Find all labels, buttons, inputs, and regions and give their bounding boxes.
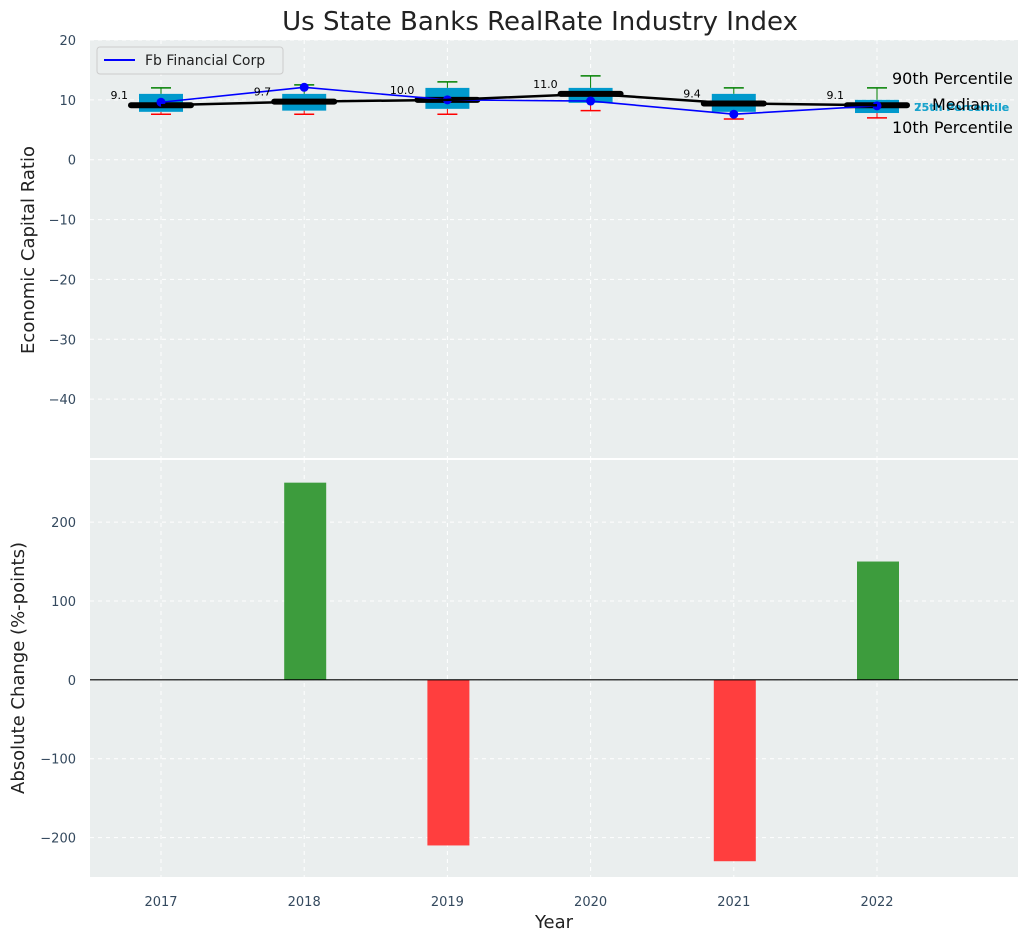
bottom-y-tick-label: −200 xyxy=(40,832,76,847)
company-point xyxy=(729,109,739,119)
change-bar xyxy=(713,679,756,862)
top-y-tick-label: 20 xyxy=(59,34,76,49)
change-bars xyxy=(284,482,899,862)
median-value-label: 11.0 xyxy=(533,78,558,91)
bottom-y-axis-title: Absolute Change (%-points) xyxy=(8,542,29,794)
bottom-y-tick-label: 0 xyxy=(68,674,76,689)
x-ticks: 2017 2018 2019 2020 2021 2022 xyxy=(144,895,893,910)
x-tick-label: 2022 xyxy=(860,895,893,910)
company-line-layer xyxy=(156,82,882,119)
chart-title: Us State Banks RealRate Industry Index xyxy=(282,7,798,37)
x-tick-label: 2017 xyxy=(144,895,177,910)
company-point xyxy=(586,96,596,106)
top-y-tick-label: −20 xyxy=(49,273,76,288)
x-tick-label: 2021 xyxy=(717,895,750,910)
legend: Fb Financial Corp xyxy=(96,46,284,75)
top-y-ticks: 20 10 0 −10 −20 −30 −40 xyxy=(49,34,76,408)
median-labels: 9.1 9.7 10.0 11.0 9.4 9.1 xyxy=(111,78,845,102)
legend-frame xyxy=(96,46,284,75)
company-point xyxy=(872,101,882,111)
x-tick-label: 2020 xyxy=(574,895,607,910)
median-line-layer xyxy=(160,92,878,107)
x-axis-title: Year xyxy=(534,912,574,933)
bottom-y-ticks: 200 100 0 −100 −200 xyxy=(40,516,76,846)
top-y-tick-label: −30 xyxy=(49,333,76,348)
median-value-label: 9.1 xyxy=(111,89,129,102)
bottom-y-tick-label: −100 xyxy=(40,753,76,768)
change-bar xyxy=(857,561,899,680)
top-y-tick-label: 0 xyxy=(68,154,76,169)
top-y-axis-title: Economic Capital Ratio xyxy=(18,146,39,354)
percentile-75-label: 75th Percentile xyxy=(914,101,1009,114)
company-line xyxy=(160,86,878,116)
top-y-tick-label: 10 xyxy=(59,94,76,109)
percentile-25-label: 25th Percentile xyxy=(914,101,1009,114)
median-trend-line xyxy=(160,92,878,107)
median-value-label: 9.7 xyxy=(254,86,272,99)
company-point xyxy=(299,82,309,92)
top-y-tick-label: −40 xyxy=(49,393,76,408)
x-tick-label: 2018 xyxy=(288,895,321,910)
median-value-label: 9.1 xyxy=(827,89,845,102)
x-tick-label: 2019 xyxy=(431,895,464,910)
median-value-label: 9.4 xyxy=(683,87,701,100)
median-label-annotation: Median xyxy=(932,95,990,114)
bottom-y-tick-label: 100 xyxy=(51,595,76,610)
legend-label: Fb Financial Corp xyxy=(145,53,265,69)
percentile-90-label: 90th Percentile xyxy=(892,69,1013,88)
bottom-y-tick-label: 200 xyxy=(51,516,76,531)
percentile-10-label: 10th Percentile xyxy=(892,118,1013,137)
top-y-tick-label: −10 xyxy=(49,214,76,229)
median-value-label: 10.0 xyxy=(390,84,415,97)
change-bar xyxy=(427,679,470,846)
top-grid xyxy=(90,39,1018,459)
change-bar xyxy=(284,482,327,680)
